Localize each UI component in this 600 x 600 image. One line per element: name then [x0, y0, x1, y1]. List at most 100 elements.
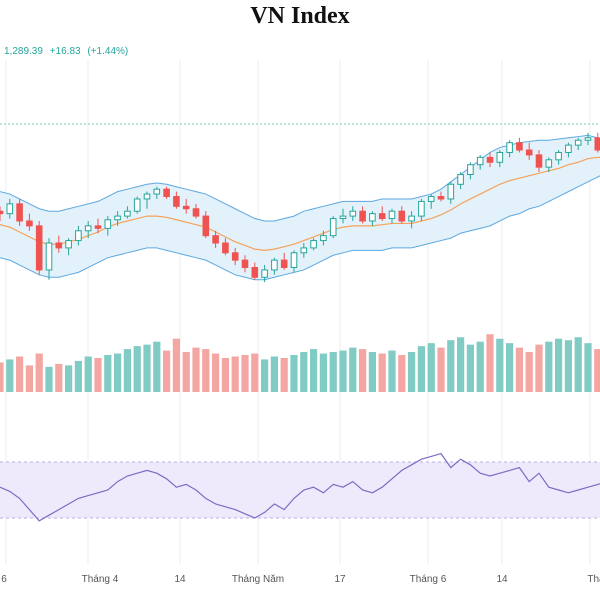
candle-body	[192, 208, 200, 217]
candle-body	[173, 196, 180, 207]
candle-body	[359, 210, 366, 222]
volume-bar	[212, 353, 220, 392]
volume-bar	[447, 340, 455, 392]
volume-bar	[221, 357, 229, 392]
moving-average-line	[0, 156, 600, 251]
volume-bar	[25, 365, 33, 392]
candle-body	[525, 149, 533, 156]
candle-body	[369, 213, 376, 222]
volume-bar	[417, 346, 425, 392]
volume-bar	[192, 347, 200, 392]
volume-bar	[310, 349, 318, 392]
candle-body	[339, 215, 347, 220]
bollinger-fill	[0, 135, 600, 280]
volume-bar	[427, 343, 435, 392]
volume-bar	[6, 359, 14, 392]
volume-bars	[0, 334, 600, 392]
candle-body	[104, 219, 112, 229]
candle-body	[55, 242, 63, 249]
candle-body	[133, 198, 141, 212]
candle-body	[261, 269, 268, 278]
volume-bar	[133, 346, 141, 392]
volume-bar	[564, 340, 572, 392]
candle-body	[16, 203, 23, 222]
volume-bar	[0, 362, 4, 392]
candle-body	[212, 235, 219, 244]
price-value: 1,289.39	[4, 46, 43, 57]
candle-body	[584, 137, 592, 141]
volume-bar	[114, 353, 122, 392]
rsi-panel	[0, 452, 600, 522]
volume-bar	[16, 356, 24, 392]
volume-bar	[163, 350, 171, 392]
x-tick-label: Thá	[587, 574, 600, 585]
x-tick-label: 6	[1, 574, 7, 585]
bollinger-bands	[0, 134, 600, 281]
volume-bar	[104, 355, 112, 392]
volume-bar	[74, 360, 82, 392]
volume-bar	[349, 347, 357, 392]
volume-bar	[153, 341, 161, 392]
x-tick-label: Tháng 6	[410, 574, 447, 585]
volume-bar	[584, 343, 592, 392]
candle-body	[594, 137, 600, 151]
candle-body	[182, 205, 190, 210]
rsi-band	[0, 462, 600, 518]
volume-bar	[437, 347, 445, 392]
volume-bar	[251, 353, 259, 392]
candle-body	[84, 225, 92, 232]
candle-body	[378, 213, 386, 220]
volume-bar	[319, 353, 327, 392]
candle-body	[349, 210, 357, 217]
candle-body	[486, 156, 494, 163]
candle-body	[94, 225, 102, 229]
x-tick-label: 14	[496, 574, 508, 585]
volume-bar	[378, 353, 386, 392]
candle-body	[35, 225, 43, 271]
candle-body	[427, 196, 435, 202]
x-axis: 6 Tháng 4 14 Tháng Năm 17 Tháng 6 14 Thá	[1, 574, 600, 585]
volume-bar	[457, 337, 465, 392]
rsi-line	[0, 452, 600, 522]
candle-body	[516, 142, 523, 151]
x-tick-label: Tháng Năm	[232, 574, 284, 585]
candle-body	[114, 215, 121, 221]
volume-bar	[182, 352, 190, 392]
volume-bar	[398, 355, 406, 392]
candle-body	[565, 144, 572, 153]
candle-body	[388, 210, 396, 220]
candle-body	[75, 230, 82, 242]
volume-bar	[261, 359, 269, 392]
volume-bar	[388, 350, 396, 392]
candle-body	[231, 252, 239, 261]
volume-bar	[94, 357, 102, 392]
candle-body	[124, 210, 131, 217]
candle-body	[457, 173, 464, 185]
volume-bar	[555, 338, 563, 392]
candle-body	[545, 159, 553, 168]
volume-bar	[35, 353, 43, 392]
candle-body	[467, 164, 474, 175]
volume-bar	[476, 341, 484, 392]
candle-body	[574, 139, 582, 146]
candle-body	[0, 210, 4, 215]
volume-bar	[280, 357, 288, 392]
candle-body	[271, 259, 278, 271]
candle-body	[506, 142, 513, 153]
volume-bar	[290, 355, 298, 392]
volume-bar	[594, 349, 600, 392]
candle-body	[555, 151, 562, 161]
volume-bar	[545, 341, 553, 392]
volume-bar	[359, 349, 367, 392]
volume-bar	[408, 352, 416, 392]
volume-bar	[368, 352, 376, 392]
volume-bar	[65, 365, 73, 392]
candle-body	[26, 220, 33, 227]
candle-body	[6, 203, 14, 215]
candle-body	[290, 252, 298, 268]
candle-body	[202, 215, 210, 237]
volume-bar	[55, 363, 63, 392]
candle-body	[153, 188, 161, 195]
price-readout: 1,289.39 +16.83 (+1.44%)	[4, 46, 132, 57]
